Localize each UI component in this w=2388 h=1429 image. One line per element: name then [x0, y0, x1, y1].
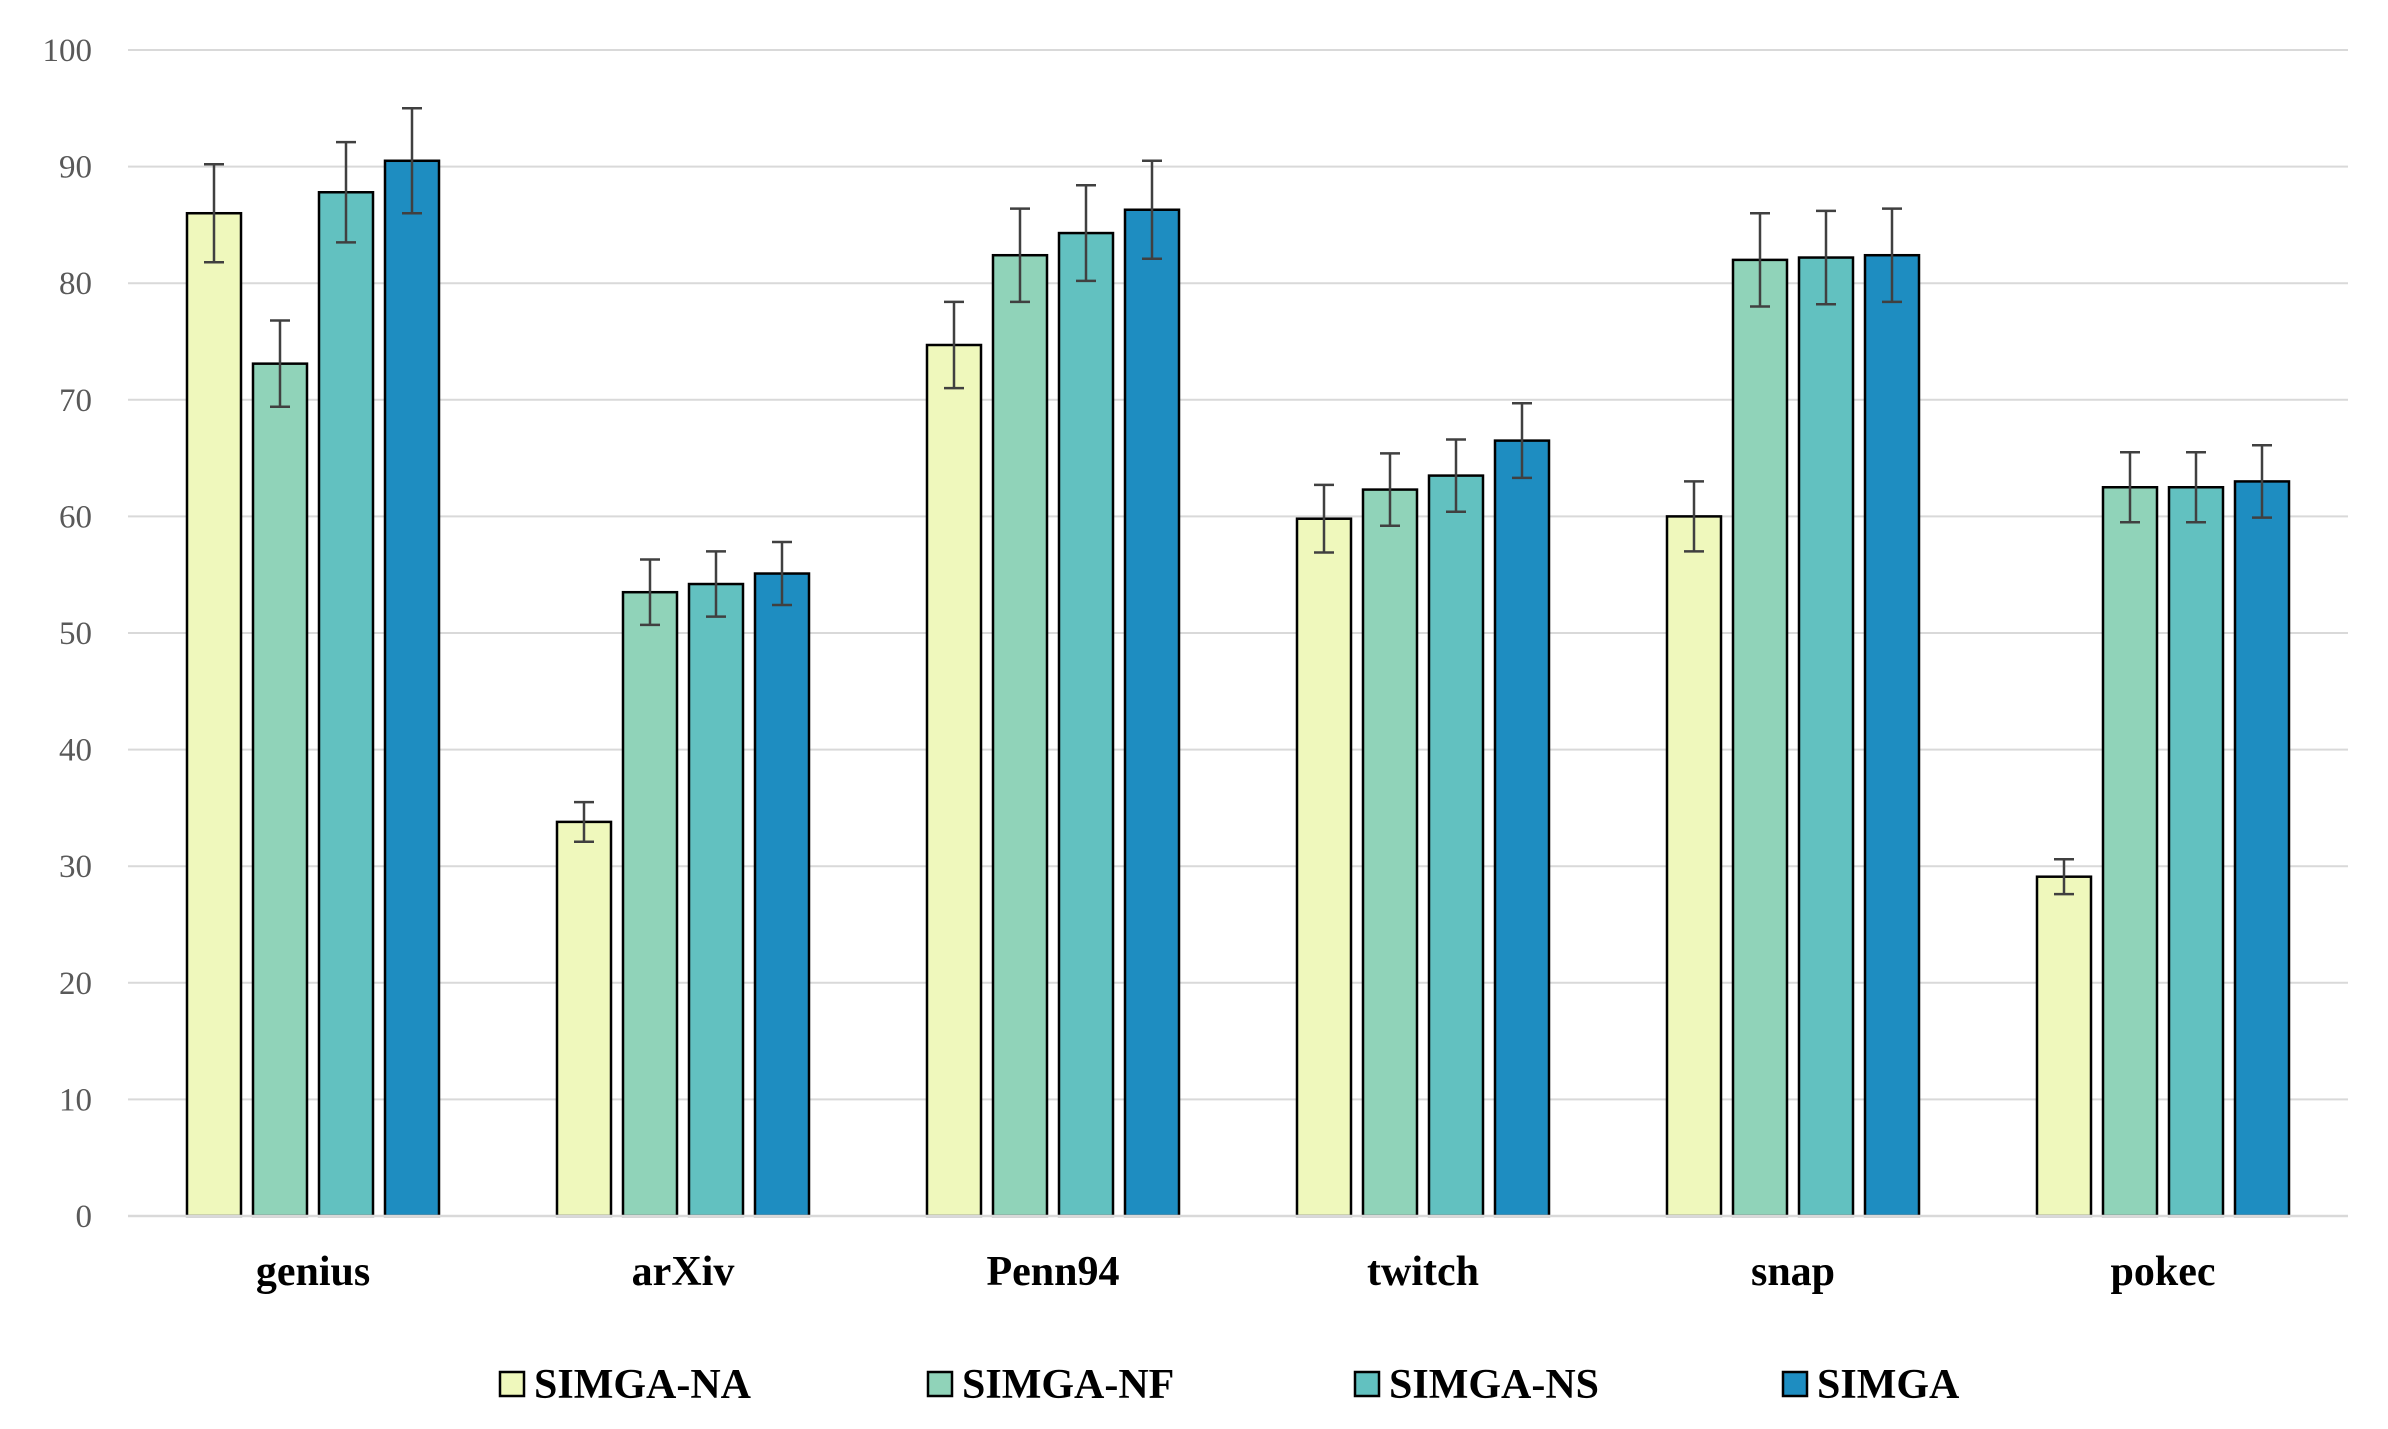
error-bar [1446, 438, 1466, 513]
bar-simga-genius [383, 159, 441, 1218]
y-tick-label: 100 [43, 33, 93, 69]
error-bar [2186, 451, 2206, 524]
error-bar [944, 300, 964, 390]
error-bar [2252, 444, 2272, 519]
legend-swatch [1353, 1370, 1381, 1398]
error-bar [1684, 480, 1704, 553]
legend: SIMGA-NA SIMGA-NF SIMGA-NS SIMGA [498, 1362, 1960, 1408]
x-axis-category-labels: genius arXiv Penn94 twitch snap pokec [256, 1249, 2216, 1295]
y-tick-label: 80 [59, 266, 92, 302]
bar-simga-na-twitch [1295, 517, 1353, 1218]
bar-simga-pokec [2233, 480, 2291, 1218]
bar-simga-na-pokec [2035, 875, 2093, 1218]
error-bar [772, 540, 792, 607]
legend-label: SIMGA-NF [962, 1362, 1174, 1408]
error-bars [204, 107, 2272, 896]
bar-simga-nf-pokec [2101, 486, 2159, 1218]
error-bar [706, 550, 726, 618]
bar-simga-nf-twitch [1361, 488, 1419, 1218]
y-tick-label: 10 [59, 1082, 92, 1118]
bar-simga-na-penn94 [925, 343, 983, 1218]
error-bar [574, 800, 594, 843]
y-tick-label: 50 [59, 616, 92, 652]
bar-simga-ns-snap [1797, 256, 1855, 1218]
error-bar [1882, 207, 1902, 304]
y-tick-label: 60 [59, 499, 92, 535]
error-bar [1142, 159, 1162, 260]
gridlines [128, 49, 2348, 1101]
legend-label: SIMGA-NS [1389, 1362, 1599, 1408]
legend-item-simga-na: SIMGA-NA [498, 1362, 752, 1408]
legend-item-simga-ns: SIMGA-NS [1353, 1362, 1599, 1408]
y-tick-label: 40 [59, 733, 92, 769]
y-tick-label: 90 [59, 150, 92, 186]
error-bar [2054, 857, 2074, 896]
y-tick-label: 70 [59, 383, 92, 419]
bar-simga-arxiv [753, 572, 811, 1218]
legend-label: SIMGA-NA [534, 1362, 752, 1408]
legend-swatch [926, 1370, 954, 1398]
y-axis-tick-labels: 0 10 20 30 40 50 60 70 80 90 100 [43, 33, 93, 1235]
y-tick-label: 20 [59, 966, 92, 1002]
bar-simga-snap [1863, 253, 1921, 1218]
error-bar [1314, 483, 1334, 554]
bar-simga-twitch [1493, 439, 1551, 1218]
legend-swatch [1781, 1370, 1809, 1398]
error-bar [204, 163, 224, 264]
bar-simga-nf-genius [251, 362, 309, 1218]
error-bar [640, 558, 660, 627]
bar-simga-nf-snap [1731, 258, 1789, 1218]
category-label: snap [1751, 1249, 1835, 1295]
error-bar [2120, 451, 2140, 524]
error-bar [336, 140, 356, 244]
bar-simga-ns-genius [317, 191, 375, 1218]
bar-simga-ns-arxiv [687, 582, 745, 1218]
y-tick-label: 0 [76, 1199, 93, 1235]
error-bar [1380, 452, 1400, 527]
category-label: twitch [1367, 1249, 1479, 1295]
category-label: Penn94 [986, 1249, 1119, 1295]
error-bar [1816, 209, 1836, 306]
bar-simga-na-genius [185, 211, 243, 1218]
error-bar [270, 319, 290, 409]
y-tick-label: 30 [59, 849, 92, 885]
category-label: genius [256, 1249, 370, 1295]
bars [185, 159, 2291, 1218]
bar-simga-nf-penn94 [991, 253, 1049, 1218]
bar-simga-ns-pokec [2167, 486, 2225, 1218]
error-bar [1512, 402, 1532, 480]
bar-simga-ns-penn94 [1057, 231, 1115, 1218]
bar-simga-na-snap [1665, 515, 1723, 1218]
error-bar [1750, 211, 1770, 308]
legend-item-simga-nf: SIMGA-NF [926, 1362, 1174, 1408]
legend-item-simga: SIMGA [1781, 1362, 1960, 1408]
legend-swatch [498, 1370, 526, 1398]
bar-simga-penn94 [1123, 208, 1181, 1218]
error-bar [402, 107, 422, 215]
bar-simga-nf-arxiv [621, 590, 679, 1218]
error-bar [1076, 184, 1096, 283]
category-label: pokec [2111, 1249, 2216, 1295]
category-label: arXiv [632, 1249, 735, 1295]
legend-label: SIMGA [1817, 1362, 1960, 1408]
error-bar [1010, 207, 1030, 304]
bar-simga-ns-twitch [1427, 474, 1485, 1218]
bar-simga-na-arxiv [555, 820, 613, 1218]
